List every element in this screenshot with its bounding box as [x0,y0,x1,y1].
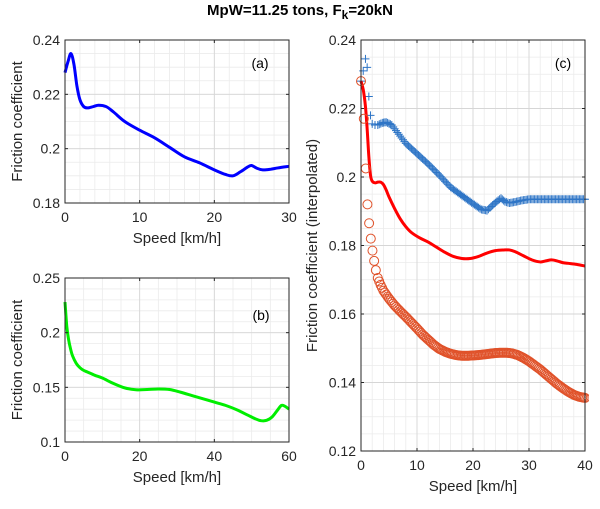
y-tick-label: 0.1 [41,434,61,450]
y-tick-label: 0.24 [329,32,356,48]
x-tick-label: 0 [61,209,69,225]
x-tick-label: 0 [61,448,69,464]
data-point-plus [363,63,372,72]
figure-title-main: MpW=11.25 tons, F [207,2,342,19]
panel-label: (a) [251,55,268,71]
x-tick-label: 30 [521,457,537,473]
x-tick-label: 20 [207,209,223,225]
figure-title-tail: =20kN [348,2,393,19]
y-tick-label: 0.18 [33,195,60,211]
series-line-friction [63,301,290,423]
y-tick-label: 0.25 [33,270,60,286]
y-tick-label: 0.16 [329,306,356,322]
x-tick-label: 30 [281,209,297,225]
series-group [63,301,290,423]
panel-a: 0 10 20 30 0.18 0.2 0.22 0.24 Speed [km/h] Fricti… [9,32,297,247]
figure-title-subscript: k [341,8,349,22]
data-point-circle [367,245,378,256]
x-tick-label: 60 [281,448,297,464]
data-point-circle [370,265,381,276]
panel-label: (c) [555,55,571,71]
x-tick-label: 40 [577,457,593,473]
x-tick-label: 40 [207,448,223,464]
data-point-circle [358,113,369,124]
y-tick-label: 0.22 [33,86,60,102]
axes-box [64,277,290,443]
panel-label: (b) [252,307,269,323]
x-tick-label: 20 [465,457,481,473]
panel-c: 0 10 20 30 40 0.12 0.14 0.16 0.18 0.2 0.22 0.24 Spee… [304,32,593,495]
data-point-circle [369,255,380,266]
x-tick-label: 0 [357,457,365,473]
data-point-circle [362,199,373,210]
series-line-interpolated-line [359,80,586,268]
x-tick-label: 10 [132,209,148,225]
y-tick-label: 0.15 [33,379,60,395]
data-point-circle [365,233,376,244]
y-tick-label: 0.12 [329,443,356,459]
y-tick-label: 0.18 [329,238,356,254]
x-tick-label: 10 [409,457,425,473]
y-axis-label: Friction coefficient [9,60,26,181]
y-axis-label: Friction coefficient (interpolated) [304,139,321,352]
y-tick-label: 0.2 [41,325,61,341]
axes-box [64,39,290,204]
x-tick-label: 20 [132,448,148,464]
y-axis-label: Friction coefficient [9,299,26,420]
y-tick-label: 0.22 [329,101,356,117]
series-group [356,54,589,403]
x-axis-label: Speed [km/h] [133,469,221,486]
panel-b: 0 20 40 60 0.1 0.15 0.2 0.25 Speed [km/h] Frictio… [9,270,297,486]
series-group [63,52,290,178]
data-point-circle [364,218,375,229]
data-point-plus [359,66,368,75]
y-tick-label: 0.24 [33,32,60,48]
x-axis-label: Speed [km/h] [133,230,221,247]
data-point-plus [366,111,375,120]
y-tick-label: 0.14 [329,375,356,391]
data-point-plus [364,92,373,101]
y-tick-label: 0.2 [41,141,61,157]
y-tick-label: 0.2 [337,169,357,185]
figure-title: MpW=11.25 tons, Fk=20kN [0,2,600,22]
x-axis-label: Speed [km/h] [429,478,517,495]
series-line-friction [63,52,290,178]
data-point-plus [361,54,370,63]
